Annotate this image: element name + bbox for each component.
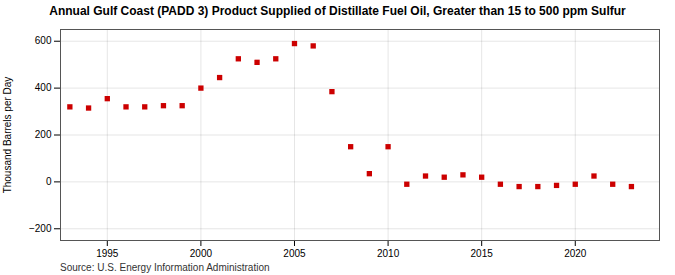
- svg-text:2000: 2000: [190, 248, 213, 259]
- svg-text:Thousand Barrels per Day: Thousand Barrels per Day: [2, 77, 13, 194]
- svg-text:2005: 2005: [283, 248, 306, 259]
- svg-text:0: 0: [46, 176, 52, 187]
- svg-text:2010: 2010: [377, 248, 400, 259]
- svg-text:−200: −200: [29, 223, 52, 234]
- svg-text:2020: 2020: [564, 248, 587, 259]
- svg-text:400: 400: [35, 82, 52, 93]
- html-text:Source: U.S. Energy Informatio: Source: U.S. Energy Information Administ…: [60, 262, 270, 273]
- svg-text:1995: 1995: [96, 248, 119, 259]
- svg-text:2015: 2015: [471, 248, 494, 259]
- svg-text:600: 600: [35, 35, 52, 46]
- html-text:Annual Gulf Coast (PADD 3) Pro: Annual Gulf Coast (PADD 3) Product Suppl…: [49, 4, 626, 18]
- svg-text:200: 200: [35, 129, 52, 140]
